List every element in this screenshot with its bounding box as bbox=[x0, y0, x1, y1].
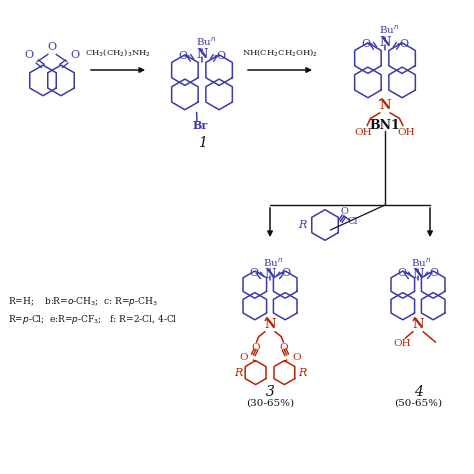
Text: OH: OH bbox=[398, 128, 415, 137]
Text: N: N bbox=[412, 318, 424, 331]
Text: O: O bbox=[282, 268, 291, 278]
Text: O: O bbox=[249, 268, 258, 278]
Text: OH: OH bbox=[355, 128, 372, 137]
Text: O: O bbox=[280, 343, 288, 352]
Text: O: O bbox=[47, 42, 56, 52]
Text: N: N bbox=[379, 36, 391, 49]
Text: N: N bbox=[379, 99, 391, 112]
Text: (30-65%): (30-65%) bbox=[246, 399, 294, 408]
Text: 3: 3 bbox=[265, 385, 274, 399]
Text: Br: Br bbox=[192, 119, 208, 130]
Text: O: O bbox=[252, 343, 260, 352]
Text: O: O bbox=[25, 50, 34, 60]
Text: Bu$^n$: Bu$^n$ bbox=[196, 36, 216, 48]
Text: N: N bbox=[264, 268, 276, 281]
Text: O: O bbox=[397, 268, 407, 278]
Text: 1: 1 bbox=[198, 136, 207, 150]
Text: 4: 4 bbox=[413, 385, 422, 399]
Text: OH: OH bbox=[393, 339, 411, 348]
Text: O: O bbox=[429, 268, 438, 278]
Text: R: R bbox=[298, 220, 307, 230]
Text: N: N bbox=[264, 318, 276, 331]
Text: O: O bbox=[70, 50, 79, 60]
Text: R=H;    b:R=$\it{o}$-CH$_3$;  c: R=$\it{p}$-CH$_3$: R=H; b:R=$\it{o}$-CH$_3$; c: R=$\it{p}$-… bbox=[8, 295, 158, 308]
Text: O: O bbox=[399, 39, 409, 49]
Text: Bu$^n$: Bu$^n$ bbox=[411, 257, 431, 269]
Text: O: O bbox=[216, 51, 226, 61]
Text: Bu$^n$: Bu$^n$ bbox=[263, 257, 283, 269]
Text: O: O bbox=[179, 51, 188, 61]
Text: O: O bbox=[292, 353, 301, 362]
Text: O: O bbox=[341, 207, 349, 216]
Text: Cl: Cl bbox=[347, 217, 358, 226]
Text: Bu$^n$: Bu$^n$ bbox=[379, 24, 399, 36]
Text: O: O bbox=[239, 353, 247, 362]
Text: O: O bbox=[362, 39, 371, 49]
Text: (50-65%): (50-65%) bbox=[394, 399, 442, 408]
Text: N: N bbox=[412, 268, 424, 281]
Text: R: R bbox=[298, 368, 306, 378]
Text: BN1: BN1 bbox=[370, 119, 401, 132]
Text: R=$\it{p}$-Cl;  e:R=$\it{p}$-CF$_3$;   f: R=2-Cl, 4-Cl: R=$\it{p}$-Cl; e:R=$\it{p}$-CF$_3$; f: R… bbox=[8, 313, 177, 326]
Text: CH$_3$(CH$_2$)$_3$NH$_2$: CH$_3$(CH$_2$)$_3$NH$_2$ bbox=[85, 46, 151, 57]
Text: N: N bbox=[196, 48, 208, 61]
Text: NH(CH$_2$CH$_2$OH)$_2$: NH(CH$_2$CH$_2$OH)$_2$ bbox=[242, 46, 318, 57]
Text: R: R bbox=[234, 368, 242, 378]
